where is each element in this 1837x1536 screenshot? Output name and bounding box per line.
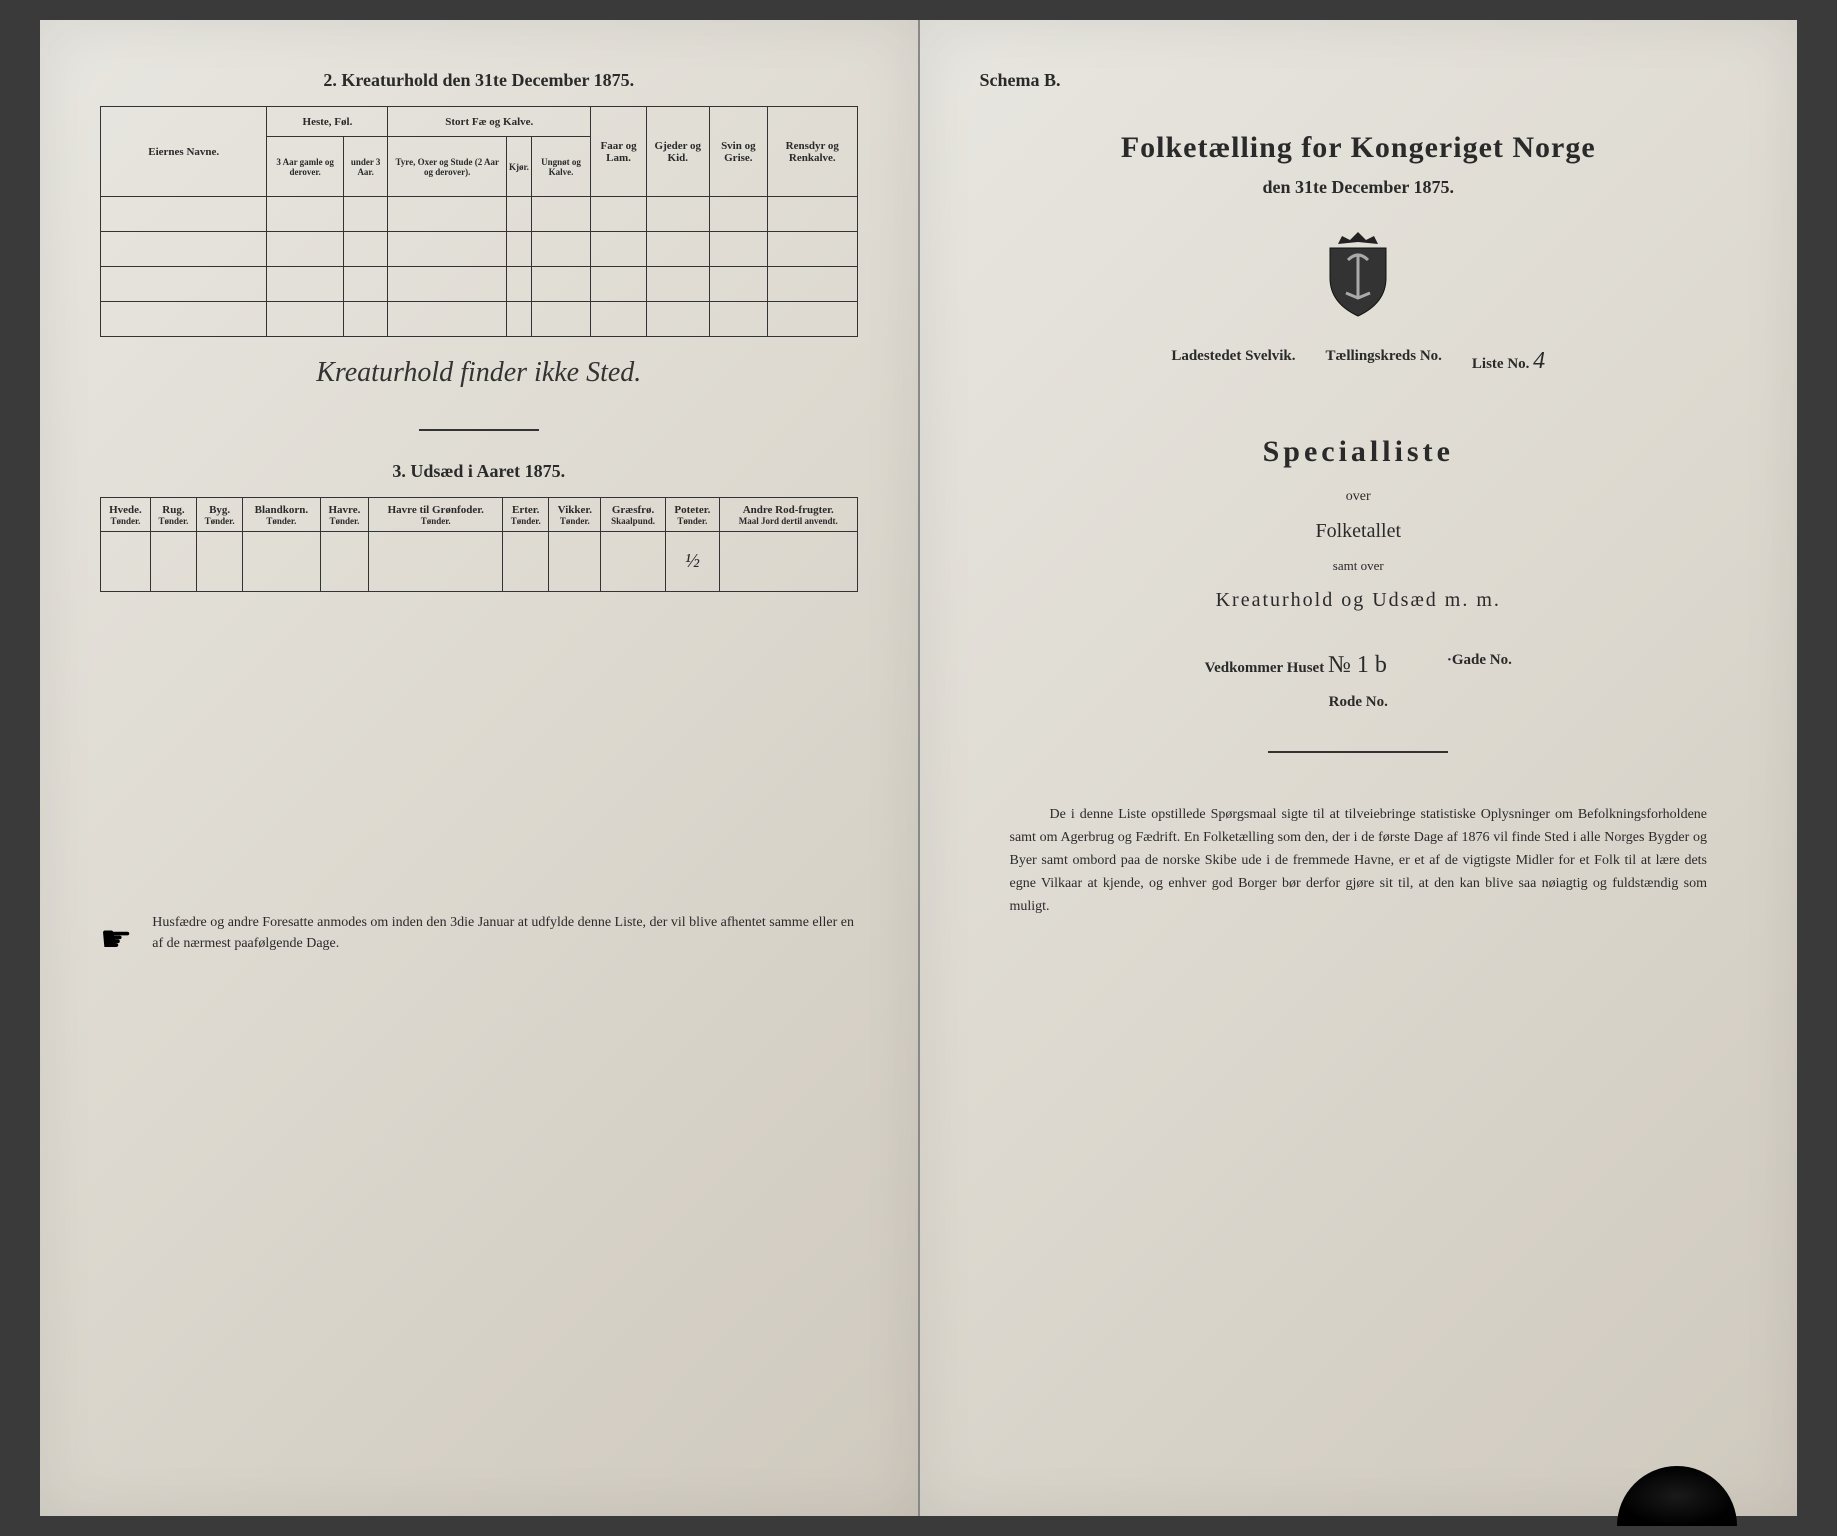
thumb-shadow xyxy=(1617,1466,1737,1526)
th-poteter: Poteter.Tønder. xyxy=(665,498,719,532)
section2-title: 2. Kreaturhold den 31te December 1875. xyxy=(100,70,858,91)
vedkommer-label: Vedkommer Huset № 1 b xyxy=(1205,652,1387,679)
th-rug: Rug.Tønder. xyxy=(150,498,196,532)
footer-text: Husfædre og andre Foresatte anmodes om i… xyxy=(152,912,857,966)
th-graesfro: Græsfrø.Skaalpund. xyxy=(601,498,666,532)
samt-text: samt over xyxy=(980,558,1738,574)
location-line: Ladestedet Svelvik. Tællingskreds No. Li… xyxy=(980,348,1738,375)
th-stort: Stort Fæ og Kalve. xyxy=(388,107,591,137)
th-faar: Faar og Lam. xyxy=(591,107,647,197)
rode-label: Rode No. xyxy=(980,694,1738,711)
th-vikker: Vikker.Tønder. xyxy=(549,498,601,532)
th-gjeder: Gjeder og Kid. xyxy=(646,107,709,197)
table-row xyxy=(101,232,858,267)
divider xyxy=(419,429,539,431)
th-erter: Erter.Tønder. xyxy=(503,498,549,532)
th-blandkorn: Blandkorn.Tønder. xyxy=(243,498,320,532)
th-hvede: Hvede.Tønder. xyxy=(101,498,151,532)
footer-note: ☛ Husfædre og andre Foresatte anmodes om… xyxy=(100,912,858,966)
right-page: Schema B. Folketælling for Kongeriget No… xyxy=(919,20,1798,1516)
liste-label: Liste No. 4 xyxy=(1472,348,1545,375)
table-row xyxy=(101,197,858,232)
pointing-hand-icon: ☛ xyxy=(100,912,132,966)
table-row: ½ xyxy=(101,532,858,592)
th-havre: Havre.Tønder. xyxy=(320,498,369,532)
th-stort-sub3: Ungnøt og Kalve. xyxy=(531,137,590,197)
over-text: over xyxy=(980,489,1738,505)
th-havre-gron: Havre til Grønfoder.Tønder. xyxy=(369,498,503,532)
kreds-label: Tællingskreds No. xyxy=(1326,348,1442,375)
th-heste-sub1: 3 Aar gamle og derover. xyxy=(267,137,343,197)
left-page: 2. Kreaturhold den 31te December 1875. E… xyxy=(40,20,919,1516)
table-row xyxy=(101,302,858,337)
section3-title: 3. Udsæd i Aaret 1875. xyxy=(100,461,858,482)
kreatur-script-note: Kreaturhold finder ikke Sted. xyxy=(100,357,858,389)
sub-date: den 31te December 1875. xyxy=(980,177,1738,198)
th-stort-sub2: Kjør. xyxy=(506,137,531,197)
table-row xyxy=(101,267,858,302)
udsaed-table: Hvede.Tønder. Rug.Tønder. Byg.Tønder. Bl… xyxy=(100,497,858,592)
th-stort-sub1: Tyre, Oxer og Stude (2 Aar og derover). xyxy=(388,137,507,197)
th-svin: Svin og Grise. xyxy=(709,107,767,197)
th-byg: Byg.Tønder. xyxy=(197,498,243,532)
th-eier: Eiernes Navne. xyxy=(101,107,267,197)
divider xyxy=(1268,751,1448,753)
schema-label: Schema B. xyxy=(980,70,1738,91)
folketallet-text: Folketallet xyxy=(980,520,1738,543)
kreatur-udsaed-text: Kreaturhold og Udsæd m. m. xyxy=(980,589,1738,612)
coat-of-arms-icon xyxy=(1318,228,1398,318)
th-andre: Andre Rod-frugter.Maal Jord dertil anven… xyxy=(719,498,857,532)
main-title: Folketælling for Kongeriget Norge xyxy=(980,131,1738,165)
poteter-value: ½ xyxy=(665,532,719,592)
th-heste-sub2: under 3 Aar. xyxy=(343,137,388,197)
th-rensdyr: Rensdyr og Renkalve. xyxy=(768,107,857,197)
kreatur-table: Eiernes Navne. Heste, Føl. Stort Fæ og K… xyxy=(100,106,858,337)
th-heste: Heste, Føl. xyxy=(267,107,388,137)
specialliste-title: Specialliste xyxy=(980,435,1738,469)
body-paragraph: De i denne Liste opstillede Spørgsmaal s… xyxy=(980,803,1738,918)
house-line: Vedkommer Huset № 1 b ·Gade No. xyxy=(980,652,1738,679)
ladested-label: Ladestedet Svelvik. xyxy=(1171,348,1295,375)
gade-label: ·Gade No. xyxy=(1447,652,1512,679)
